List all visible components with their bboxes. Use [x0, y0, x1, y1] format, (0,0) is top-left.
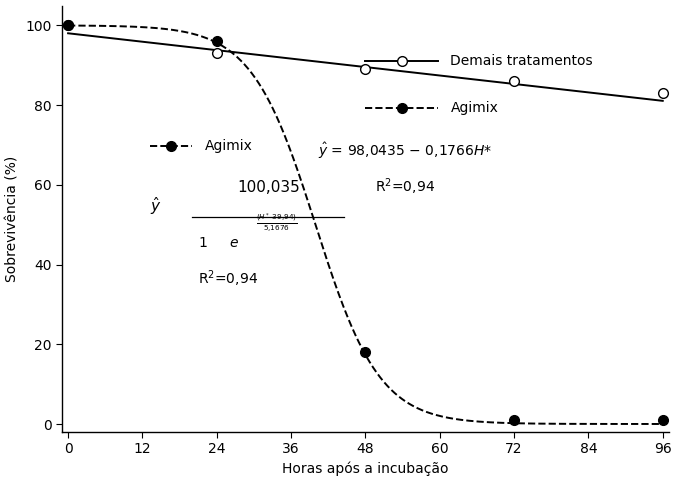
Text: R$^2$=0,94: R$^2$=0,94 [199, 268, 258, 289]
Text: $\hat{y}$ = 98,0435 $-$ 0,1766$H$*: $\hat{y}$ = 98,0435 $-$ 0,1766$H$* [318, 140, 492, 161]
Text: 100,035: 100,035 [237, 180, 300, 195]
Text: Agimix: Agimix [205, 139, 252, 153]
Text: $\hat{y}$: $\hat{y}$ [150, 195, 161, 217]
Text: R$^2$=0,94: R$^2$=0,94 [375, 176, 435, 197]
Text: Demais tratamentos: Demais tratamentos [450, 54, 593, 68]
Text: Agimix: Agimix [450, 101, 498, 115]
X-axis label: Horas após a incubação: Horas após a incubação [282, 462, 449, 476]
Text: $\frac{(H^*\ 39{,}94)}{5{,}1676}$: $\frac{(H^*\ 39{,}94)}{5{,}1676}$ [256, 211, 298, 234]
Y-axis label: Sobrevivência (%): Sobrevivência (%) [5, 156, 20, 282]
Text: 1: 1 [199, 236, 207, 250]
Text: $e$: $e$ [229, 236, 239, 250]
